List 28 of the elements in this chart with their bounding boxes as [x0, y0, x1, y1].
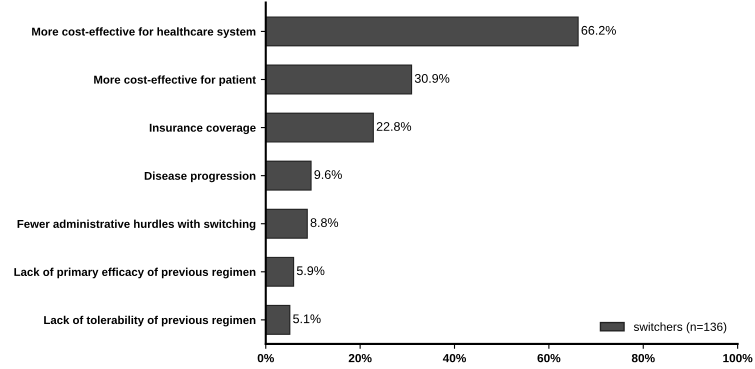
bar [266, 256, 294, 287]
bar [266, 304, 290, 335]
x-tick-label: 100% [723, 354, 752, 362]
text: 8.8% [310, 218, 338, 228]
x-tick-label: 80% [632, 354, 655, 362]
text: 66.2% [582, 26, 616, 35]
x-tick-label: 40% [442, 354, 466, 362]
x-tick-label: 0% [258, 354, 274, 362]
y-tick-label: Disease progression [144, 172, 256, 182]
text: 5.9% [296, 266, 324, 276]
bar [266, 208, 308, 239]
x-tick-label: 60% [538, 354, 560, 362]
y-tick-label: Lack of tolerability of previous regimen [44, 316, 256, 326]
text: 30.9% [414, 74, 450, 83]
text: 22.8% [376, 122, 412, 131]
y-tick-label: More cost-effective for patient [94, 75, 256, 86]
x-tick-label: 20% [348, 354, 372, 362]
y-tick-label: More cost-effective for healthcare system [32, 27, 256, 38]
bar [266, 112, 374, 143]
bar [266, 16, 579, 46]
text: 9.6% [314, 170, 342, 180]
text: 5.1% [293, 314, 321, 324]
y-tick-label: Insurance coverage [150, 124, 256, 134]
y-tick-label: Fewer administrative hurdles with switching [18, 220, 256, 230]
legend-label: switchers (n=136) [634, 322, 726, 334]
y-tick-label: Lack of primary efficacy of previous regimen [14, 268, 256, 278]
bar [266, 160, 312, 191]
bar [266, 64, 412, 94]
